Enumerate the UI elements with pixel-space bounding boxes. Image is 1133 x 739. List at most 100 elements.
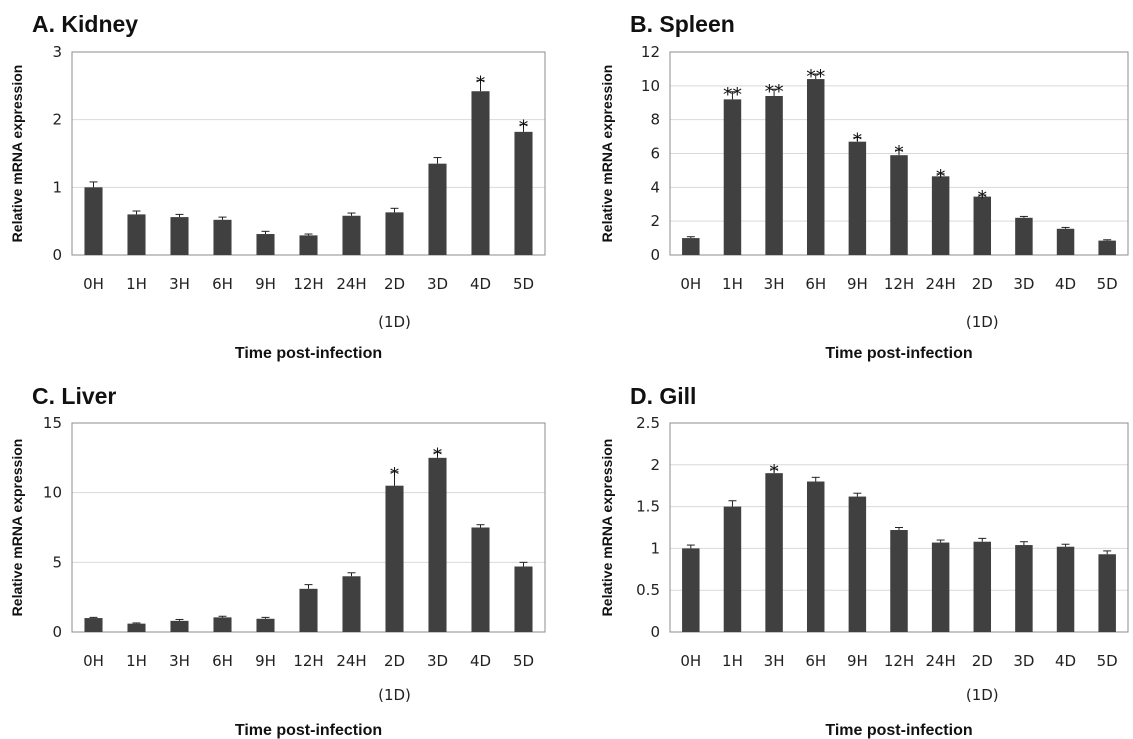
x-tick-label: 5D (1097, 652, 1118, 670)
panel-spleen: B. Spleen Relative mRNA expression 0 2 4 6 8 10… (599, 11, 1129, 362)
x-tick-label: 12H (293, 275, 323, 293)
bar (1056, 228, 1075, 255)
bar (973, 196, 992, 255)
panel-kidney: A. Kidney Relative mRNA expression 0 1 2 3 0H 1… (9, 11, 546, 362)
significance-marker: * (519, 116, 529, 138)
x-tick-label: 2D (384, 652, 405, 670)
bar (213, 617, 232, 632)
x-tick-label: 6H (805, 652, 826, 670)
y-tick-label: 2 (52, 111, 62, 129)
significance-marker: * (894, 142, 904, 164)
significance-marker: * (433, 444, 443, 466)
y-tick-label: 3 (52, 43, 62, 61)
bar (890, 155, 908, 255)
bar (471, 91, 490, 255)
bar (806, 481, 825, 632)
x-tick-label: 2D (972, 652, 993, 670)
x-tick-label: 3H (764, 275, 785, 293)
bar (127, 214, 146, 255)
y-tick-label: 0.5 (636, 581, 660, 599)
x-tick-label: 4D (470, 652, 491, 670)
x-tick-label: 9H (847, 652, 868, 670)
bar (342, 576, 361, 632)
bar (514, 566, 533, 632)
x-sublabel: (1D) (378, 313, 411, 331)
x-tick-label: 12H (293, 652, 323, 670)
bar (848, 496, 867, 632)
bar (428, 457, 447, 632)
panel-title: B. Spleen (630, 11, 735, 37)
y-tick-label: 1 (650, 539, 660, 557)
x-tick-label: 12H (884, 652, 914, 670)
bar (299, 588, 318, 632)
significance-marker: * (476, 72, 486, 94)
y-tick-label: 6 (650, 145, 660, 163)
bar (1098, 240, 1116, 255)
x-tick-label: 0H (83, 652, 104, 670)
x-tick-label: 0H (680, 275, 701, 293)
x-tick-label: 1H (126, 652, 147, 670)
bar (682, 548, 700, 632)
bar (1098, 554, 1116, 632)
significance-marker: ** (723, 84, 742, 106)
bar (471, 527, 490, 632)
x-tick-label: 12H (884, 275, 914, 293)
x-tick-label: 1H (126, 275, 147, 293)
x-tick-label: 24H (925, 275, 955, 293)
x-sublabel: (1D) (966, 686, 999, 704)
significance-marker: * (978, 187, 988, 209)
y-tick-label: 10 (43, 484, 62, 502)
y-tick-label: 15 (43, 414, 62, 432)
y-tick-label: 8 (650, 111, 660, 129)
bar (514, 131, 533, 255)
bar (682, 238, 700, 255)
panel-title: C. Liver (32, 383, 116, 409)
y-tick-label: 1 (52, 178, 62, 196)
x-tick-label: 3D (1013, 275, 1034, 293)
bar (256, 618, 275, 632)
x-tick-label: 24H (336, 275, 366, 293)
x-tick-label: 24H (925, 652, 955, 670)
panel-title: A. Kidney (32, 11, 138, 37)
x-tick-label: 0H (680, 652, 701, 670)
y-axis-label: Relative mRNA expression (9, 65, 25, 243)
x-tick-label: 1H (722, 652, 743, 670)
bar (127, 623, 146, 632)
bar (848, 141, 867, 255)
significance-marker: * (390, 464, 400, 486)
bar (84, 618, 103, 632)
bar (170, 217, 189, 255)
x-tick-label: 3D (427, 652, 448, 670)
x-tick-label: 3D (427, 275, 448, 293)
bar (931, 542, 950, 632)
y-axis-label: Relative mRNA expression (9, 439, 25, 617)
bar (170, 620, 189, 632)
bar (1056, 546, 1075, 632)
x-tick-label: 24H (336, 652, 366, 670)
x-tick-label: 3H (169, 652, 190, 670)
y-tick-label: 12 (641, 43, 660, 61)
bar (84, 187, 103, 255)
significance-marker: ** (806, 66, 825, 88)
x-axis-label: Time post-infection (825, 345, 972, 362)
x-tick-label: 3H (764, 652, 785, 670)
x-tick-label: 5D (513, 275, 534, 293)
x-tick-label: 4D (1055, 275, 1076, 293)
panel-title: D. Gill (630, 383, 696, 409)
panel-liver: C. Liver Relative mRNA expression 0 5 10 15 0H… (9, 383, 546, 739)
bar (1015, 545, 1033, 632)
x-tick-label: 6H (805, 275, 826, 293)
x-tick-label: 3H (169, 275, 190, 293)
x-tick-label: 4D (470, 275, 491, 293)
x-tick-label: 3D (1013, 652, 1034, 670)
y-tick-label: 5 (52, 553, 62, 571)
y-tick-label: 10 (641, 77, 660, 95)
y-tick-label: 1.5 (636, 498, 660, 516)
bar (385, 485, 404, 632)
x-tick-label: 4D (1055, 652, 1076, 670)
bar (765, 473, 783, 632)
bar (385, 212, 404, 255)
y-tick-label: 2.5 (636, 414, 660, 432)
y-tick-label: 2 (650, 456, 660, 474)
